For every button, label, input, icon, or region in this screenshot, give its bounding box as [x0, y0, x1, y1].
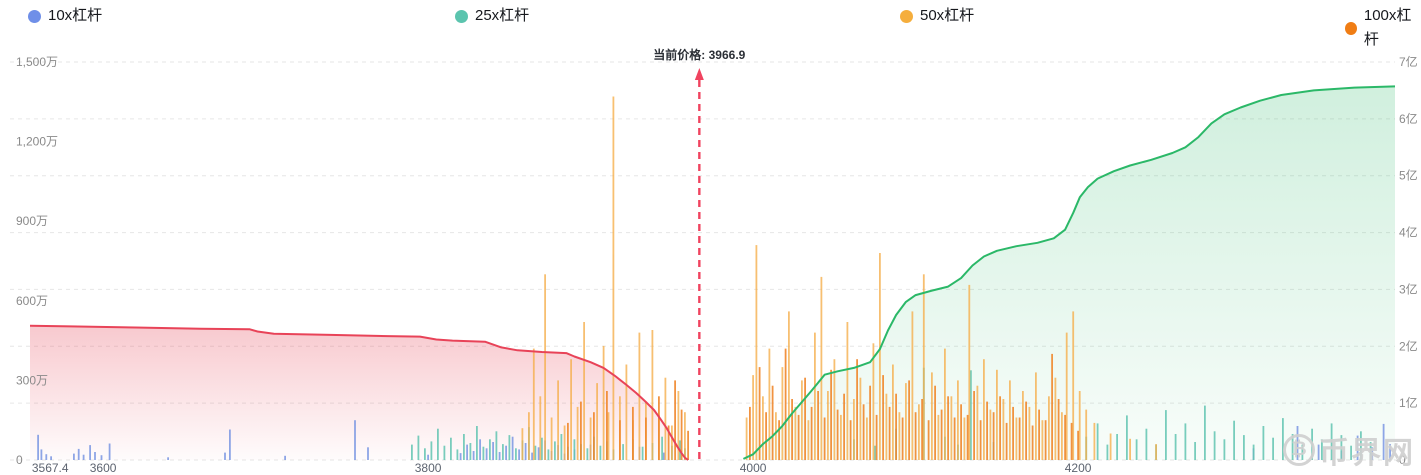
left-axis-tick: 300万	[16, 373, 48, 387]
legend-label-100x: 100x杠杆	[1363, 7, 1412, 48]
right-axis-tick: 0	[1399, 453, 1406, 467]
x-axis-tick: 4000	[740, 461, 767, 475]
left-axis-tick: 0	[16, 453, 23, 467]
x-axis-tick: 3600	[90, 461, 117, 475]
legend: 10x杠杆 25x杠杆 50x杠杆 100x杠杆	[0, 4, 1421, 48]
legend-dot-10x-icon	[28, 9, 41, 23]
left-axis-tick: 900万	[16, 214, 48, 228]
legend-item-100x[interactable]: 100x杠杆	[1345, 4, 1421, 52]
left-axis-tick: 1,200万	[16, 135, 58, 149]
legend-dot-50x-icon	[900, 9, 913, 23]
legend-label-50x: 50x杠杆	[920, 7, 975, 24]
right-axis-tick: 7亿	[1399, 54, 1418, 69]
legend-label-10x: 10x杠杆	[48, 7, 103, 24]
right-axis-tick: 2亿	[1399, 338, 1418, 353]
legend-label-25x: 25x杠杆	[475, 7, 530, 24]
legend-item-25x[interactable]: 25x杠杆	[455, 4, 529, 28]
right-axis-tick: 6亿	[1399, 111, 1418, 126]
left-axis-tick: 600万	[16, 294, 48, 308]
legend-dot-100x-icon	[1345, 21, 1357, 35]
x-axis-tick: 3567.4	[32, 461, 69, 475]
left-axis-tick: 1,500万	[16, 55, 58, 69]
legend-item-10x[interactable]: 10x杠杆	[28, 4, 102, 28]
right-axis-tick: 4亿	[1399, 225, 1418, 240]
x-axis-tick: 3800	[415, 461, 442, 475]
x-axis-tick: 4200	[1065, 461, 1092, 475]
right-axis-tick: 5亿	[1399, 168, 1418, 183]
current-price-label: 当前价格: 3966.9	[653, 48, 746, 62]
legend-dot-25x-icon	[455, 9, 468, 23]
right-axis-tick: 3亿	[1399, 281, 1418, 296]
right-axis-tick: 1亿	[1399, 395, 1418, 410]
legend-item-50x[interactable]: 50x杠杆	[900, 4, 974, 28]
